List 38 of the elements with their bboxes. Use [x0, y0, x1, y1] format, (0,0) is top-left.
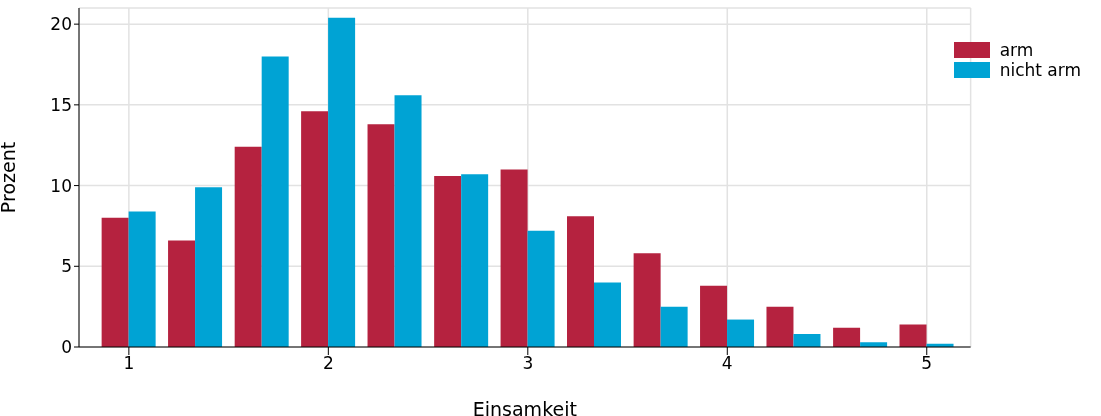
y-tick-label: 20 [50, 14, 72, 35]
bar [567, 216, 594, 347]
bar [234, 146, 262, 347]
bar [700, 285, 728, 347]
x-tick-label: 1 [123, 353, 135, 374]
bar [833, 327, 861, 347]
bar [633, 253, 661, 347]
x-tick-label: 2 [322, 353, 334, 374]
bar [594, 282, 621, 347]
bar [766, 306, 794, 347]
bar [461, 174, 489, 347]
bar [660, 306, 688, 347]
bar [899, 324, 927, 347]
legend-label: arm [999, 40, 1034, 60]
x-axis-title: Einsamkeit [472, 398, 577, 416]
y-axis-title: Prozent [0, 141, 19, 214]
bar [394, 95, 422, 347]
y-tick-label: 5 [61, 256, 72, 277]
bar [434, 175, 462, 347]
bar [793, 334, 821, 347]
bar [367, 124, 395, 347]
bar [195, 187, 223, 347]
bar [527, 230, 555, 347]
bar [727, 319, 755, 347]
y-tick-label: 10 [50, 175, 72, 196]
x-tick-label: 3 [522, 353, 534, 374]
x-tick-label: 4 [721, 353, 733, 374]
bar [261, 56, 289, 347]
y-tick-label: 15 [50, 94, 72, 115]
y-tick-label: 0 [61, 337, 72, 358]
bar [101, 217, 129, 347]
legend-label: nicht arm [999, 60, 1081, 80]
bar [168, 240, 196, 347]
bar [500, 169, 528, 347]
bar [301, 111, 329, 347]
bar [328, 17, 356, 347]
x-tick-label: 5 [921, 353, 933, 374]
bar [128, 211, 156, 347]
